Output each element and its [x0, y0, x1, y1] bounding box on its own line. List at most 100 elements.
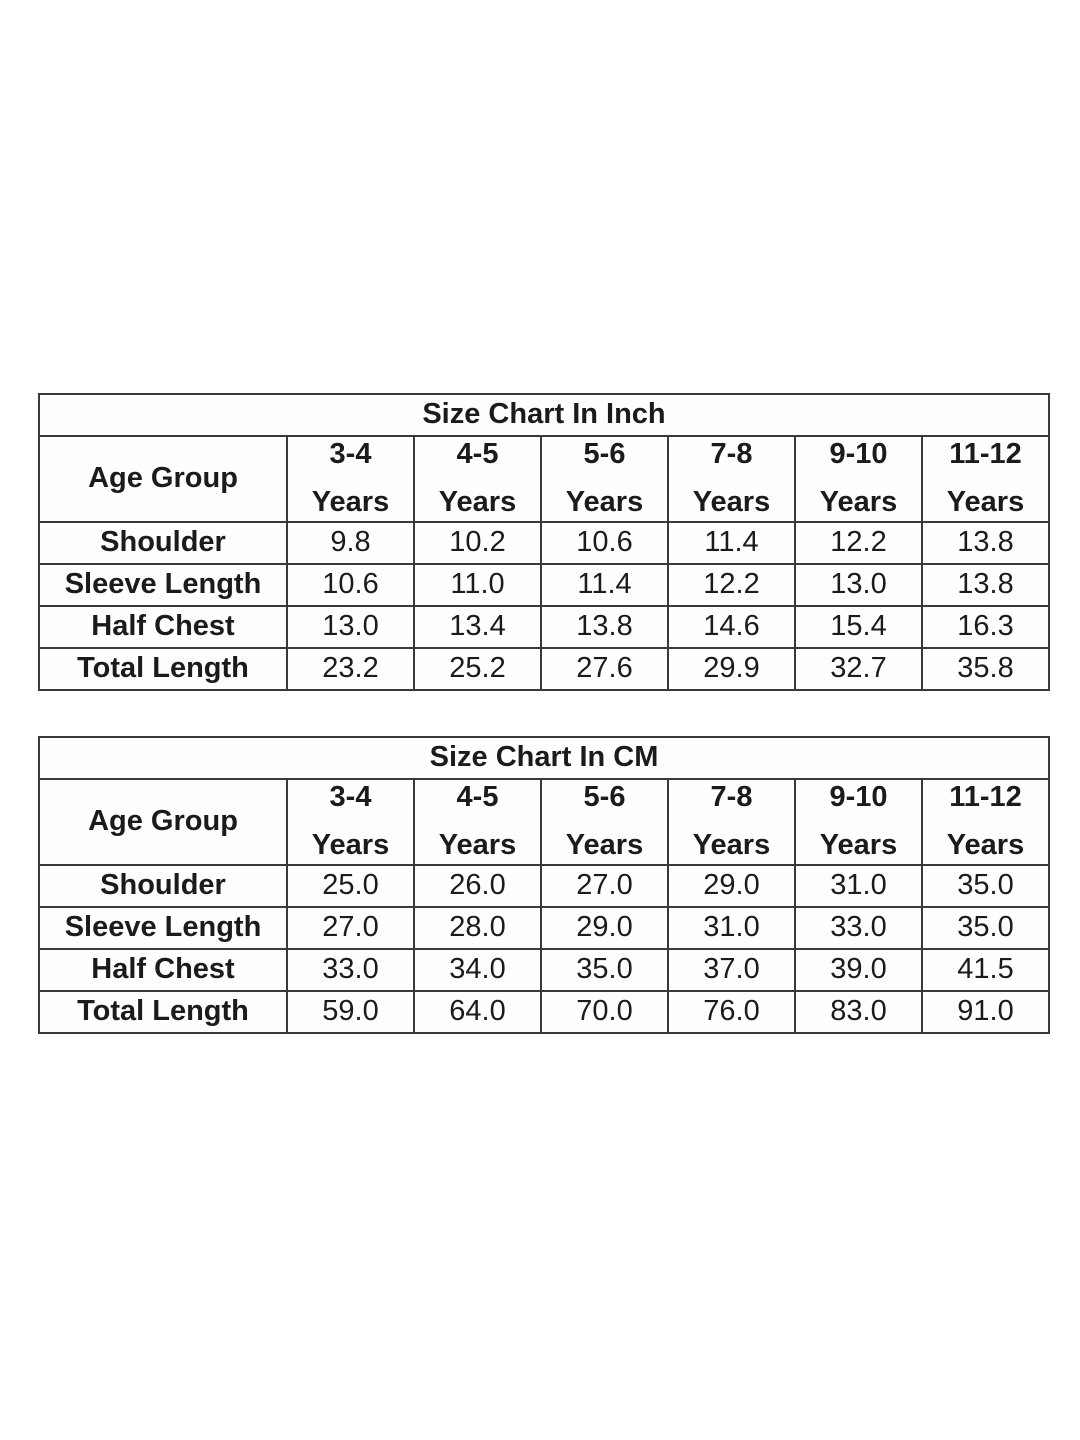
- age-range: 9-10: [829, 438, 888, 471]
- age-range: 11-12: [949, 438, 1022, 471]
- measurement-value: 76.0: [667, 990, 796, 1034]
- measurement-value: 31.0: [794, 864, 923, 908]
- measurement-value: 11.4: [540, 563, 669, 607]
- measurement-value: 34.0: [413, 948, 542, 992]
- measurement-value: 64.0: [413, 990, 542, 1034]
- age-range: 7-8: [710, 781, 753, 814]
- measurement-value: 13.0: [794, 563, 923, 607]
- age-unit: Years: [946, 486, 1025, 518]
- age-range: 3-4: [329, 781, 372, 814]
- table-row-half-chest: Half Chest 13.0 13.4 13.8 14.6 15.4 16.3: [38, 605, 1050, 649]
- measurement-value: 27.0: [286, 906, 415, 950]
- measurement-value: 25.2: [413, 647, 542, 691]
- table-title: Size Chart In Inch: [38, 393, 1050, 437]
- age-range: 5-6: [583, 438, 626, 471]
- table-row-total-length: Total Length 23.2 25.2 27.6 29.9 32.7 35…: [38, 647, 1050, 691]
- column-header-9-10-years: 9-10 Years: [794, 435, 923, 523]
- measurement-value: 37.0: [667, 948, 796, 992]
- age-unit: Years: [565, 486, 644, 518]
- column-header-9-10-years: 9-10 Years: [794, 778, 923, 866]
- age-range: 11-12: [949, 781, 1022, 814]
- age-unit: Years: [946, 829, 1025, 861]
- measurement-value: 35.0: [540, 948, 669, 992]
- age-range: 5-6: [583, 781, 626, 814]
- table-row-shoulder: Shoulder 25.0 26.0 27.0 29.0 31.0 35.0: [38, 864, 1051, 908]
- measurement-value: 39.0: [794, 948, 923, 992]
- measurement-value: 15.4: [794, 605, 923, 649]
- table-row-shoulder: Shoulder 9.8 10.2 10.6 11.4 12.2 13.8: [38, 521, 1050, 565]
- measurement-value: 27.0: [540, 864, 669, 908]
- column-header-5-6-years: 5-6 Years: [540, 778, 669, 866]
- age-unit: Years: [819, 486, 898, 518]
- measurement-value: 13.8: [921, 521, 1050, 565]
- measurement-value: 10.6: [286, 563, 415, 607]
- measurement-value: 29.0: [540, 906, 669, 950]
- table-row-sleeve-length: Sleeve Length 10.6 11.0 11.4 12.2 13.0 1…: [38, 563, 1050, 607]
- measurement-value: 31.0: [667, 906, 796, 950]
- column-header-7-8-years: 7-8 Years: [667, 435, 796, 523]
- size-table-inch: Size Chart In Inch Age Group 3-4 Years 4…: [38, 393, 1050, 691]
- column-header-3-4-years: 3-4 Years: [286, 778, 415, 866]
- measurement-label: Sleeve Length: [38, 563, 288, 607]
- age-range: 3-4: [329, 438, 372, 471]
- column-header-4-5-years: 4-5 Years: [413, 435, 542, 523]
- measurement-value: 32.7: [794, 647, 923, 691]
- age-range: 9-10: [829, 781, 888, 814]
- measurement-value: 23.2: [286, 647, 415, 691]
- measurement-value: 29.9: [667, 647, 796, 691]
- measurement-value: 35.0: [920, 864, 1051, 908]
- age-unit: Years: [692, 829, 771, 861]
- age-unit: Years: [565, 829, 644, 861]
- table-header-row: Age Group 3-4 Years 4-5 Years 5-6 Years …: [38, 435, 1050, 523]
- measurement-value: 27.6: [540, 647, 669, 691]
- measurement-value: 33.0: [286, 948, 415, 992]
- measurement-value: 12.2: [794, 521, 923, 565]
- age-unit: Years: [311, 829, 390, 861]
- measurement-value: 28.0: [413, 906, 542, 950]
- measurement-value: 29.0: [667, 864, 796, 908]
- age-range: 7-8: [710, 438, 753, 471]
- table-title-row: Size Chart In Inch: [38, 393, 1050, 437]
- measurement-value: 13.4: [413, 605, 542, 649]
- age-range: 4-5: [456, 438, 499, 471]
- table-row-total-length: Total Length 59.0 64.0 70.0 76.0 83.0 91…: [38, 990, 1051, 1034]
- measurement-value: 70.0: [540, 990, 669, 1034]
- measurement-label: Half Chest: [38, 605, 288, 649]
- column-header-7-8-years: 7-8 Years: [667, 778, 796, 866]
- measurement-value: 11.4: [667, 521, 796, 565]
- measurement-label: Sleeve Length: [38, 906, 288, 950]
- measurement-value: 13.8: [540, 605, 669, 649]
- age-range: 4-5: [456, 781, 499, 814]
- measurement-value: 12.2: [667, 563, 796, 607]
- column-header-11-12-years: 11-12 Years: [921, 435, 1050, 523]
- column-header-3-4-years: 3-4 Years: [286, 435, 415, 523]
- table-row-sleeve-length: Sleeve Length 27.0 28.0 29.0 31.0 33.0 3…: [38, 906, 1051, 950]
- age-unit: Years: [819, 829, 898, 861]
- measurement-value: 10.2: [413, 521, 542, 565]
- age-unit: Years: [438, 829, 517, 861]
- column-header-4-5-years: 4-5 Years: [413, 778, 542, 866]
- age-unit: Years: [692, 486, 771, 518]
- age-unit: Years: [438, 486, 517, 518]
- measurement-value: 11.0: [413, 563, 542, 607]
- measurement-label: Shoulder: [38, 521, 288, 565]
- measurement-label: Total Length: [38, 647, 288, 691]
- measurement-value: 33.0: [794, 906, 923, 950]
- column-header-5-6-years: 5-6 Years: [540, 435, 669, 523]
- measurement-value: 91.0: [920, 990, 1051, 1034]
- measurement-value: 13.8: [921, 563, 1050, 607]
- measurement-value: 26.0: [413, 864, 542, 908]
- measurement-value: 9.8: [286, 521, 415, 565]
- table-title: Size Chart In CM: [37, 736, 1051, 780]
- table-title-row: Size Chart In CM: [37, 736, 1051, 780]
- measurement-label: Shoulder: [38, 864, 288, 908]
- measurement-value: 25.0: [286, 864, 415, 908]
- age-group-corner-label: Age Group: [38, 435, 288, 523]
- table-row-half-chest: Half Chest 33.0 34.0 35.0 37.0 39.0 41.5: [38, 948, 1051, 992]
- column-header-11-12-years: 11-12 Years: [920, 778, 1051, 866]
- measurement-label: Half Chest: [38, 948, 288, 992]
- measurement-label: Total Length: [38, 990, 288, 1034]
- table-header-row: Age Group 3-4 Years 4-5 Years 5-6 Years …: [38, 778, 1051, 866]
- age-unit: Years: [311, 486, 390, 518]
